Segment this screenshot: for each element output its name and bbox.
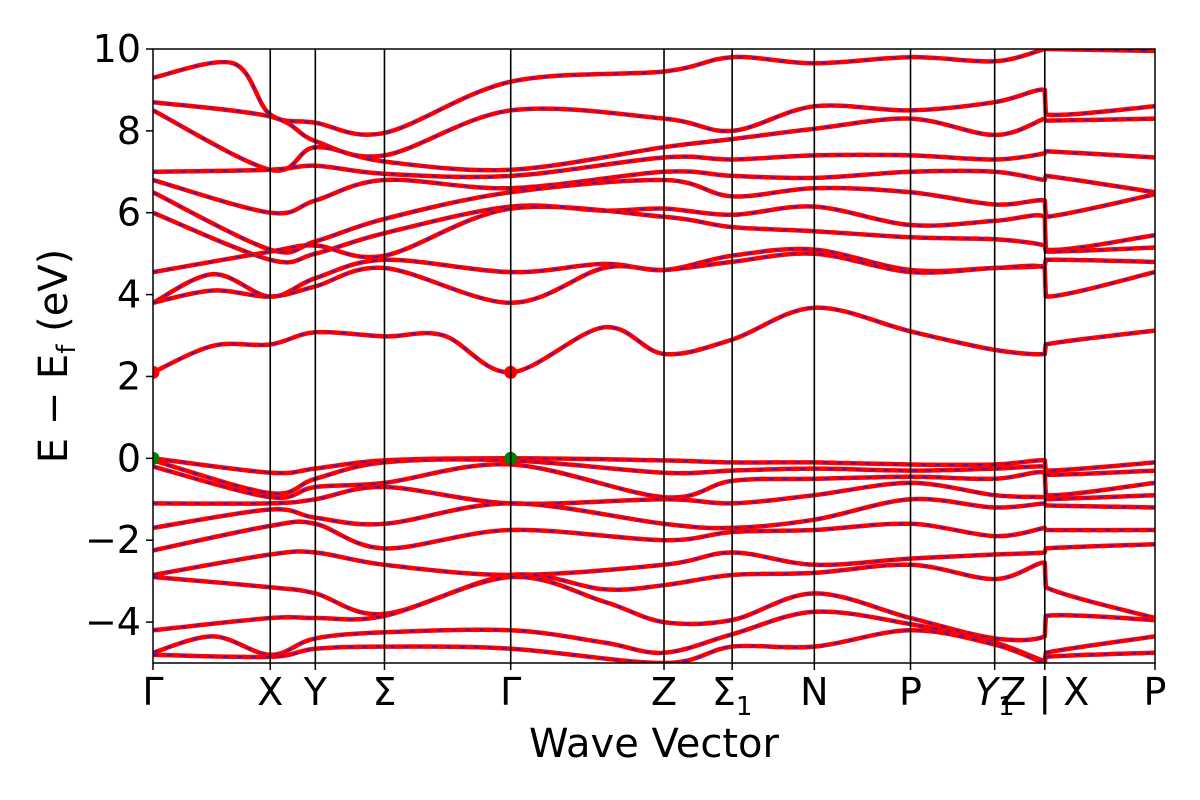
band-overlay-12 [153, 458, 1155, 495]
kpoint-divider-lines [269, 49, 1046, 663]
band-overlay-20 [153, 610, 1155, 662]
x-tick-label-4: Γ [500, 670, 521, 714]
band-line-0 [153, 49, 1155, 137]
x-tick-label-8: P [899, 670, 922, 714]
band-line-7 [153, 204, 1155, 275]
band-line-17 [153, 542, 1155, 578]
x-axis-ticks: Γ X Y Σ Γ Z Σ1 N P Y1Z | X P [142, 663, 1166, 722]
plot-frame [152, 48, 1156, 664]
band-line-16 [153, 519, 1155, 553]
x-tick-label-7: N [800, 670, 828, 714]
band-overlay-15 [153, 498, 1155, 529]
x-tick-label-5: Z [651, 670, 677, 714]
band-overlay-13 [153, 463, 1155, 499]
y-axis-label-subscript: f [52, 344, 82, 354]
y-axis-ticks: −4 −2 0 2 4 6 8 10 [85, 27, 153, 644]
band-overlay-10 [153, 306, 1155, 374]
y-tick-label-2: 0 [117, 436, 141, 480]
y-axis-label: E − E [31, 354, 77, 464]
y-tick-label-0: −4 [85, 600, 141, 644]
band-line-2 [153, 108, 1155, 173]
band-overlay-4 [153, 170, 1155, 215]
x-tick-label-9: Y1 [975, 670, 1015, 722]
band-overlay-9 [153, 252, 1155, 304]
band-line-18 [153, 560, 1155, 621]
extremum-markers [153, 365, 518, 465]
svg-text:E − Ef (eV): E − Ef (eV) [31, 249, 82, 464]
band-lines [153, 49, 1155, 663]
x-tick-label-0: Γ [142, 670, 163, 714]
x-tick-label-3: Σ [372, 670, 396, 714]
plot-area [152, 48, 1156, 664]
y-tick-label-1: −2 [85, 518, 141, 562]
y-axis-label-group: E − Ef (eV) [31, 249, 82, 464]
x-tick-label-10: Z | X [1000, 670, 1089, 715]
x-tick-label-1: X [257, 670, 283, 714]
band-line-9 [153, 251, 1155, 306]
y-tick-label-6: 8 [117, 109, 141, 153]
x-tick-label-6: Σ1 [712, 670, 753, 722]
x-axis-label: Wave Vector [529, 721, 780, 767]
x-tick-label-11: P [1144, 670, 1167, 714]
extremum-marker-2 [153, 451, 160, 465]
band-overlay-16 [153, 520, 1155, 552]
y-tick-label-4: 4 [117, 273, 141, 317]
band-line-10 [153, 305, 1155, 375]
x-tick-label-2: Y [303, 670, 328, 714]
band-overlay-5 [153, 179, 1155, 254]
y-tick-label-7: 10 [93, 27, 141, 71]
band-overlay-17 [153, 543, 1155, 576]
extremum-marker-0 [153, 365, 160, 379]
band-overlay-21 [153, 629, 1155, 663]
y-axis-label-unit: (eV) [31, 249, 77, 332]
y-tick-label-3: 2 [117, 354, 141, 398]
y-tick-label-5: 6 [117, 191, 141, 235]
